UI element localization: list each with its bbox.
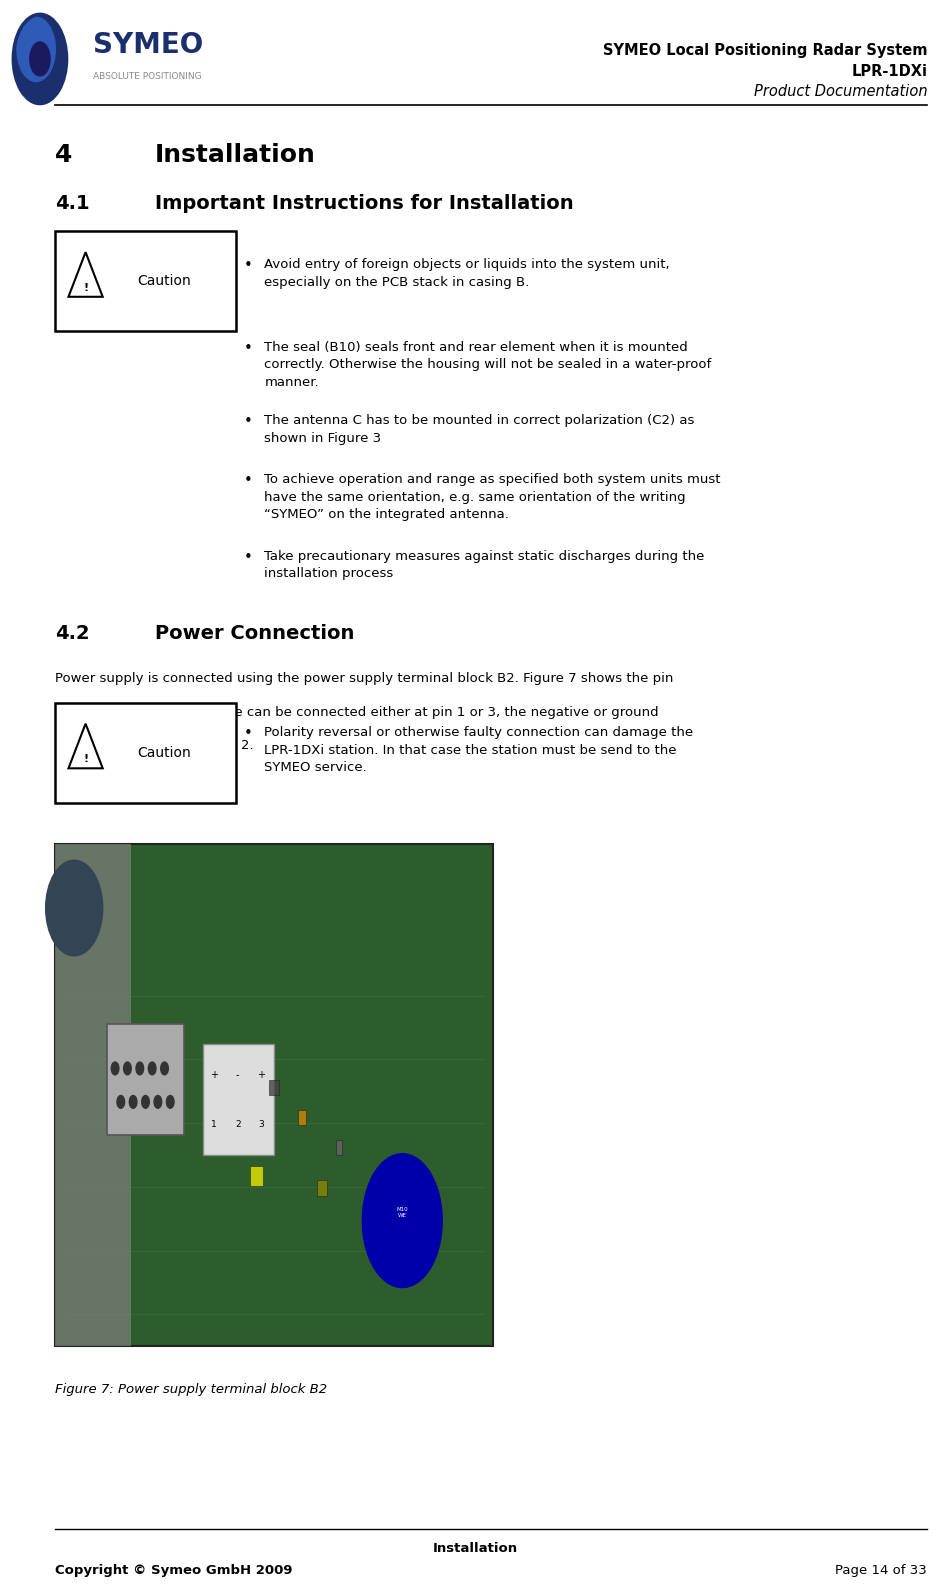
FancyBboxPatch shape [55,844,131,1346]
Text: Copyright © Symeo GmbH 2009: Copyright © Symeo GmbH 2009 [55,1564,293,1577]
Circle shape [111,1063,119,1075]
Circle shape [13,14,67,104]
Circle shape [136,1063,144,1075]
Text: 2: 2 [235,1120,241,1129]
Circle shape [46,860,103,956]
Text: To achieve operation and range as specified both system units must
have the same: To achieve operation and range as specif… [264,473,721,521]
FancyBboxPatch shape [250,1166,263,1185]
FancyBboxPatch shape [298,1110,305,1125]
Circle shape [166,1096,174,1109]
Text: Figure 7: Power supply terminal block B2: Figure 7: Power supply terminal block B2 [55,1383,327,1395]
Text: -: - [236,1070,240,1080]
FancyBboxPatch shape [55,703,236,803]
Text: The seal (B10) seals front and rear element when it is mounted
correctly. Otherw: The seal (B10) seals front and rear elem… [264,341,711,389]
FancyBboxPatch shape [336,1141,342,1155]
Text: +: + [258,1070,265,1080]
Text: •: • [243,550,252,564]
Circle shape [154,1096,162,1109]
Circle shape [161,1063,168,1075]
Text: Page 14 of 33: Page 14 of 33 [836,1564,927,1577]
Circle shape [29,41,50,76]
FancyBboxPatch shape [55,844,493,1346]
Circle shape [362,1153,442,1287]
Text: 1: 1 [211,1120,217,1129]
Text: •: • [243,414,252,429]
FancyBboxPatch shape [203,1043,274,1155]
Text: +: + [210,1070,218,1080]
Text: Polarity reversal or otherwise faulty connection can damage the
LPR-1DXi station: Polarity reversal or otherwise faulty co… [264,726,693,774]
Text: voltage is connected to pin 2.: voltage is connected to pin 2. [55,739,254,752]
FancyBboxPatch shape [269,1080,279,1096]
Text: Power Connection: Power Connection [155,624,355,644]
Text: •: • [243,473,252,487]
Text: •: • [243,341,252,355]
Text: Important Instructions for Installation: Important Instructions for Installation [155,194,573,213]
Circle shape [117,1096,125,1109]
Text: assignment. Positve voltage can be connected either at pin 1 or 3, the negative : assignment. Positve voltage can be conne… [55,706,659,718]
Text: Take precautionary measures against static discharges during the
installation pr: Take precautionary measures against stat… [264,550,705,580]
Text: The antenna C has to be mounted in correct polarization (C2) as
shown in Figure : The antenna C has to be mounted in corre… [264,414,695,444]
Text: ABSOLUTE POSITIONING: ABSOLUTE POSITIONING [93,72,202,81]
Text: M10
WE: M10 WE [397,1207,408,1219]
Text: 4.2: 4.2 [55,624,89,644]
Text: Caution: Caution [138,274,191,288]
Text: SYMEO Local Positioning Radar System: SYMEO Local Positioning Radar System [603,43,927,57]
Text: Product Documentation: Product Documentation [753,84,927,99]
Text: Installation: Installation [433,1542,518,1555]
FancyBboxPatch shape [55,231,236,331]
Text: SYMEO: SYMEO [93,30,204,59]
Circle shape [129,1096,137,1109]
Text: Installation: Installation [155,143,316,167]
Circle shape [124,1063,131,1075]
Text: Avoid entry of foreign objects or liquids into the system unit,
especially on th: Avoid entry of foreign objects or liquid… [264,258,670,288]
Text: !: ! [83,282,88,293]
Text: !: ! [83,753,88,765]
Text: 4.1: 4.1 [55,194,89,213]
Text: 4: 4 [55,143,72,167]
Text: Power supply is connected using the power supply terminal block B2. Figure 7 sho: Power supply is connected using the powe… [55,672,673,685]
Text: Caution: Caution [138,746,191,760]
FancyBboxPatch shape [107,1024,184,1136]
Circle shape [142,1096,149,1109]
FancyBboxPatch shape [317,1180,327,1195]
Text: •: • [243,258,252,272]
Text: •: • [243,726,252,741]
Circle shape [148,1063,156,1075]
Text: 3: 3 [259,1120,264,1129]
Circle shape [17,18,55,81]
Text: LPR-1DXi: LPR-1DXi [851,64,927,78]
